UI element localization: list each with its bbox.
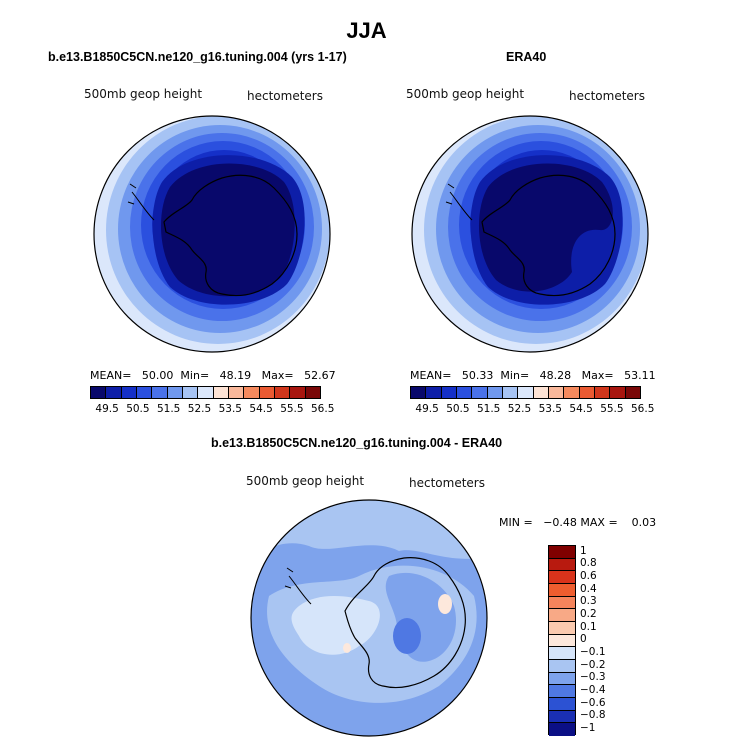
- colorbar-tick-label: 53.5: [218, 403, 242, 415]
- colorbar-swatch: [305, 387, 320, 398]
- left-colorbar: [90, 386, 321, 399]
- colorbar-swatch: [549, 546, 575, 559]
- colorbar-tick-label: 0.1: [580, 620, 597, 633]
- colorbar-swatch: [549, 596, 575, 610]
- colorbar-tick-label: −0.8: [580, 709, 606, 722]
- colorbar-tick-label: 50.5: [126, 403, 150, 415]
- colorbar-tick-label: 0.3: [580, 595, 597, 608]
- main-title: JJA: [346, 18, 387, 43]
- colorbar-tick-label: 53.5: [538, 403, 562, 415]
- left-panel-title: b.e13.B1850C5CN.ne120_g16.tuning.004 (yr…: [48, 50, 347, 64]
- right-polar-map: [411, 115, 649, 353]
- diff-panel-title: b.e13.B1850C5CN.ne120_g16.tuning.004 - E…: [211, 436, 503, 450]
- right-stats: MEAN= 50.33 Min= 48.28 Max= 53.11: [410, 369, 656, 382]
- colorbar-swatch: [213, 387, 229, 398]
- colorbar-swatch: [549, 672, 575, 686]
- colorbar-swatch: [91, 387, 107, 398]
- colorbar-swatch: [549, 659, 575, 673]
- right-field-label: 500mb geop height: [406, 87, 525, 101]
- colorbar-tick-label: −0.3: [580, 671, 606, 684]
- colorbar-tick-label: 0: [580, 633, 587, 646]
- colorbar-swatch: [472, 387, 488, 398]
- colorbar-tick-label: 1: [580, 544, 587, 557]
- colorbar-swatch: [182, 387, 199, 398]
- colorbar-swatch: [549, 710, 575, 724]
- colorbar-tick-label: −0.4: [580, 684, 606, 696]
- colorbar-swatch: [259, 387, 275, 398]
- colorbar-swatch: [152, 387, 168, 398]
- colorbar-swatch: [549, 583, 575, 597]
- diff-minmax: MIN = −0.48 MAX = 0.03: [499, 516, 657, 529]
- colorbar-swatch: [579, 387, 595, 398]
- colorbar-swatch: [549, 685, 575, 698]
- colorbar-tick-label: 55.5: [600, 403, 624, 415]
- colorbar-tick-label: −0.1: [580, 646, 606, 658]
- colorbar-swatch: [549, 634, 575, 648]
- colorbar-swatch: [456, 387, 473, 398]
- colorbar-tick-label: 54.5: [569, 403, 593, 415]
- colorbar-swatch: [549, 647, 575, 660]
- colorbar-swatch: [625, 387, 640, 398]
- diff-polar-map: [250, 499, 488, 737]
- colorbar-swatch: [290, 387, 306, 398]
- colorbar-swatch: [426, 387, 442, 398]
- colorbar-swatch: [548, 387, 565, 398]
- colorbar-tick-label: 0.8: [580, 557, 597, 570]
- colorbar-tick-label: −0.2: [580, 658, 606, 671]
- left-units-label: hectometers: [247, 89, 323, 103]
- colorbar-tick-label: −1: [580, 722, 596, 734]
- colorbar-swatch: [121, 387, 137, 398]
- colorbar-swatch: [594, 387, 611, 398]
- colorbar-swatch: [549, 609, 575, 622]
- colorbar-swatch: [487, 387, 503, 398]
- colorbar-swatch: [549, 621, 575, 635]
- diff-colorbar-ticks: 1 0.8 0.6 0.4 0.3 0.2 0.1 0 −0.1 −0.2 −0.3 −0.4 −0.6…: [580, 545, 640, 735]
- colorbar-tick-label: 50.5: [446, 403, 470, 415]
- left-field-label: 500mb geop height: [84, 87, 203, 101]
- colorbar-swatch: [610, 387, 626, 398]
- left-polar-map: [93, 115, 331, 353]
- colorbar-swatch: [518, 387, 534, 398]
- colorbar-swatch: [411, 387, 427, 398]
- colorbar-swatch: [198, 387, 214, 398]
- colorbar-tick-label: 49.5: [415, 403, 439, 415]
- colorbar-swatch: [441, 387, 457, 398]
- colorbar-tick-label: 0.2: [580, 608, 597, 620]
- colorbar-tick-label: 0.6: [580, 570, 597, 582]
- colorbar-swatch: [244, 387, 260, 398]
- colorbar-swatch: [167, 387, 183, 398]
- colorbar-swatch: [106, 387, 122, 398]
- colorbar-swatch: [274, 387, 291, 398]
- colorbar-tick-label: 56.5: [311, 403, 335, 415]
- right-units-label: hectometers: [569, 89, 645, 103]
- colorbar-tick-label: 52.5: [187, 403, 212, 415]
- colorbar-tick-label: −0.6: [580, 696, 606, 709]
- colorbar-swatch: [533, 387, 549, 398]
- left-stats: MEAN= 50.00 Min= 48.19 Max= 52.67: [90, 369, 336, 382]
- colorbar-tick-label: 55.5: [280, 403, 304, 415]
- colorbar-tick-label: 51.5: [476, 403, 501, 415]
- right-panel-title: ERA40: [506, 50, 547, 64]
- colorbar-swatch: [549, 571, 575, 584]
- colorbar-tick-label: 0.4: [580, 582, 597, 595]
- diff-units-label: hectometers: [409, 476, 485, 490]
- colorbar-tick-label: 51.5: [156, 403, 181, 415]
- colorbar-tick-label: 52.5: [507, 403, 532, 415]
- colorbar-swatch: [564, 387, 580, 398]
- diff-field-label: 500mb geop height: [246, 474, 365, 488]
- right-colorbar: [410, 386, 641, 399]
- colorbar-swatch: [136, 387, 153, 398]
- colorbar-swatch: [549, 697, 575, 711]
- colorbar-swatch: [549, 558, 575, 572]
- colorbar-tick-label: 49.5: [95, 403, 119, 415]
- colorbar-tick-label: 56.5: [631, 403, 655, 415]
- diff-colorbar: [548, 545, 576, 736]
- colorbar-swatch: [549, 723, 575, 736]
- colorbar-swatch: [502, 387, 519, 398]
- colorbar-tick-label: 54.5: [249, 403, 273, 415]
- colorbar-swatch: [228, 387, 245, 398]
